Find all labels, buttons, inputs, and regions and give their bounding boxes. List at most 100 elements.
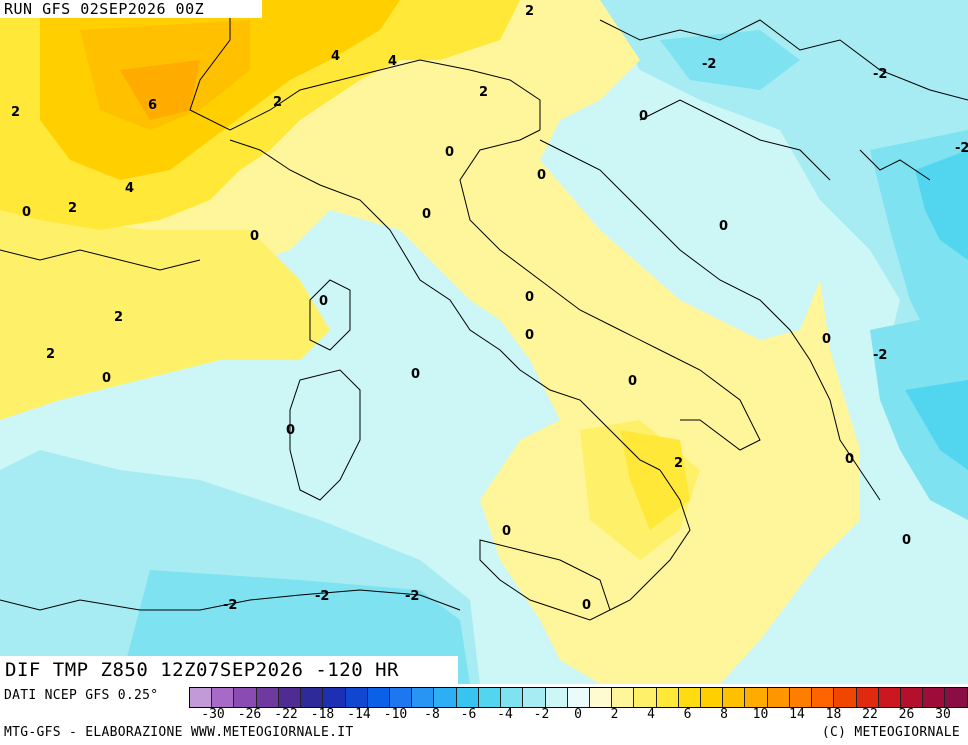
- colorbar-tick-label: -14: [347, 707, 371, 722]
- colorbar-tick-label: 18: [825, 707, 842, 722]
- contour-label: 0: [319, 294, 328, 309]
- temperature-anomaly-map: 2 4 4 6 2 2 2 4 0 2 0 0 0 0 2 2 0 0 0 0 …: [0, 0, 968, 684]
- contour-label: 0: [639, 109, 648, 124]
- contour-label: 2: [11, 105, 20, 120]
- contour-label: 0: [719, 219, 728, 234]
- colorbar-swatch: [523, 688, 546, 707]
- colorbar-swatch: [190, 688, 213, 707]
- colorbar-tick-label: 14: [789, 707, 805, 722]
- colorbar-swatch: [256, 688, 279, 707]
- colorbar-swatch: [501, 688, 524, 707]
- colorbar-swatch: [901, 688, 924, 707]
- colorbar-tick-label: 22: [862, 707, 878, 722]
- contour-label: -2: [955, 141, 968, 156]
- contour-label: -2: [873, 348, 887, 363]
- colorbar-swatch: [856, 688, 879, 707]
- contour-label: 4: [125, 181, 134, 196]
- contour-label: -2: [315, 589, 329, 604]
- contour-labels: 2 4 4 6 2 2 2 4 0 2 0 0 0 0 2 2 0 0 0 0 …: [6, 4, 968, 684]
- data-source-label: DATI NCEP GFS 0.25°: [4, 688, 159, 703]
- colorbar-tick-label: -30: [201, 707, 225, 722]
- colorbar-tick-label: 6: [683, 707, 692, 722]
- colorbar-tick-label: -2: [533, 707, 550, 722]
- colorbar-tick-label: 4: [647, 707, 655, 722]
- colorbar-swatch: [301, 688, 324, 707]
- contour-label: 0: [502, 524, 511, 539]
- contour-label: 0: [845, 452, 854, 467]
- colorbar-swatch: [634, 688, 657, 707]
- colorbar-swatch: [412, 688, 435, 707]
- colorbar-swatch: [367, 688, 390, 707]
- contour-label: 0: [537, 168, 546, 183]
- warm-core-zone: [0, 0, 520, 230]
- contour-label: -2: [873, 67, 887, 82]
- colorbar-swatch: [878, 688, 901, 707]
- colorbar-swatch: [323, 688, 346, 707]
- contour-label: 2: [479, 85, 488, 100]
- colorbar-swatch: [567, 688, 590, 707]
- contour-label: 2: [273, 95, 282, 110]
- contour-label: 0: [102, 371, 111, 386]
- contour-label: 0: [445, 145, 454, 160]
- colorbar-swatch: [812, 688, 835, 707]
- contour-label: -2: [702, 57, 716, 72]
- colorbar-swatch: [745, 688, 768, 707]
- field-label: DIF TMP Z850 12Z07SEP2026 -120 HR: [0, 656, 458, 684]
- contour-label: 2: [525, 4, 534, 19]
- contour-label: -2: [223, 598, 237, 613]
- contour-label: 0: [250, 229, 259, 244]
- contour-label: 0: [525, 328, 534, 343]
- colorbar-swatch: [723, 688, 746, 707]
- colorbar-swatch: [478, 688, 502, 707]
- run-label: RUN GFS 02SEP2026 00Z: [0, 0, 262, 18]
- colorbar-tick-label: 26: [898, 707, 915, 722]
- contour-label: 4: [388, 54, 397, 69]
- colorbar-swatch: [234, 688, 257, 707]
- colorbar-swatch: [545, 688, 568, 707]
- colorbar-swatch: [701, 688, 724, 707]
- colorbar-tick-label: 0: [574, 707, 582, 722]
- contour-label: 0: [422, 207, 431, 222]
- contour-label: 6: [148, 98, 157, 113]
- colorbar-swatch: [456, 688, 479, 707]
- colorbar-swatch: [678, 688, 702, 707]
- contour-label: 0: [411, 367, 420, 382]
- colorbar-tick-label: -26: [237, 707, 262, 722]
- credit-right: (C) METEOGIORNALE: [821, 725, 960, 740]
- colorbar-tick-label: -10: [383, 707, 408, 722]
- contour-label: 2: [46, 347, 55, 362]
- contour-label: 0: [628, 374, 637, 389]
- contour-label: 4: [331, 49, 340, 64]
- contour-label: 0: [525, 290, 534, 305]
- colorbar-swatch: [589, 688, 613, 707]
- colorbar-ticks: -30 -26 -22 -18 -14 -10 -8 -6 -4 -2 0 2 4 6 8 10 14 18 22 2…: [189, 707, 967, 723]
- contour-label: 0: [22, 205, 31, 220]
- colorbar-swatch: [434, 688, 457, 707]
- negative-anomaly-zones: [0, 0, 968, 684]
- contour-label: -2: [405, 589, 419, 604]
- colorbar-swatch: [656, 688, 679, 707]
- credit-left: MTG-GFS - ELABORAZIONE WWW.METEOGIORNALE…: [4, 725, 354, 740]
- colorbar-tick-label: 10: [752, 707, 769, 722]
- colorbar-swatch: [278, 688, 302, 707]
- colorbar-swatch: [945, 688, 968, 707]
- contour-label: 2: [68, 201, 77, 216]
- colorbar: [189, 687, 968, 708]
- colorbar-tick-label: -18: [310, 707, 335, 722]
- colorbar-swatch: [345, 688, 368, 707]
- colorbar-tick-label: 8: [720, 707, 728, 722]
- colorbar-swatch: [834, 688, 857, 707]
- colorbar-tick-label: 30: [935, 707, 951, 722]
- colorbar-tick-label: -8: [424, 707, 440, 722]
- colorbar-tick-label: -4: [497, 707, 513, 722]
- contour-label: 0: [582, 598, 591, 613]
- contour-label: 0: [902, 533, 911, 548]
- colorbar-tick-label: 2: [610, 707, 619, 722]
- contour-label: 2: [114, 310, 123, 325]
- colorbar-tick-label: -6: [460, 707, 477, 722]
- coastlines-and-borders: [0, 0, 968, 621]
- colorbar-swatch: [767, 688, 790, 707]
- colorbar-swatch: [212, 688, 235, 707]
- colorbar-tick-label: -22: [274, 707, 298, 722]
- map-area: 2 4 4 6 2 2 2 4 0 2 0 0 0 0 2 2 0 0 0 0 …: [0, 0, 968, 684]
